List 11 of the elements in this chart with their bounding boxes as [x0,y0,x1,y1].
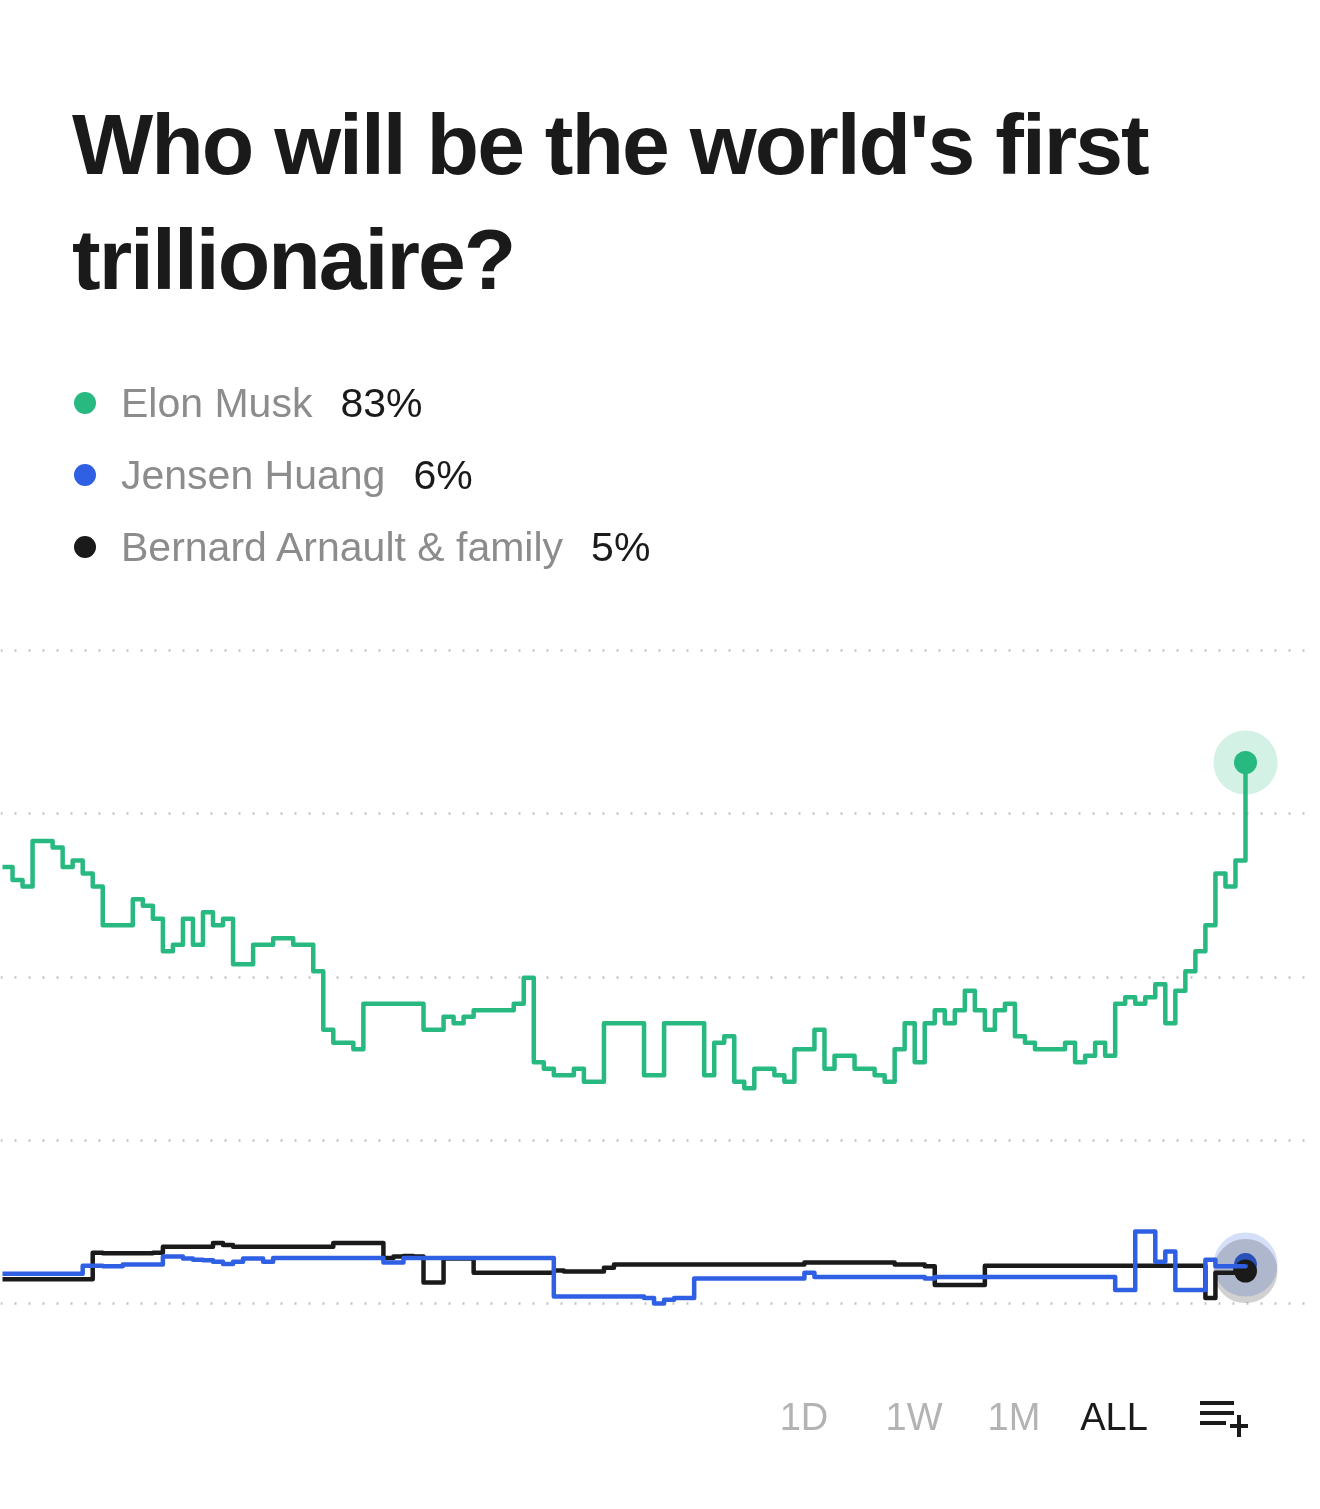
text: 1M [987,1395,1041,1440]
text: 83% [340,379,423,428]
text: 1W [885,1395,943,1440]
text: 1D [779,1395,829,1440]
text: ALL [1080,1395,1148,1440]
chart-title: Who will be the world's first trillionaire? [71,95,1150,309]
legend-label: Elon Musk [121,379,313,428]
text: 6% [413,451,473,500]
legend-label: Bernard Arnault & family [121,523,564,572]
legend-label: Jensen Huang [121,451,386,500]
text: 5% [591,523,651,572]
